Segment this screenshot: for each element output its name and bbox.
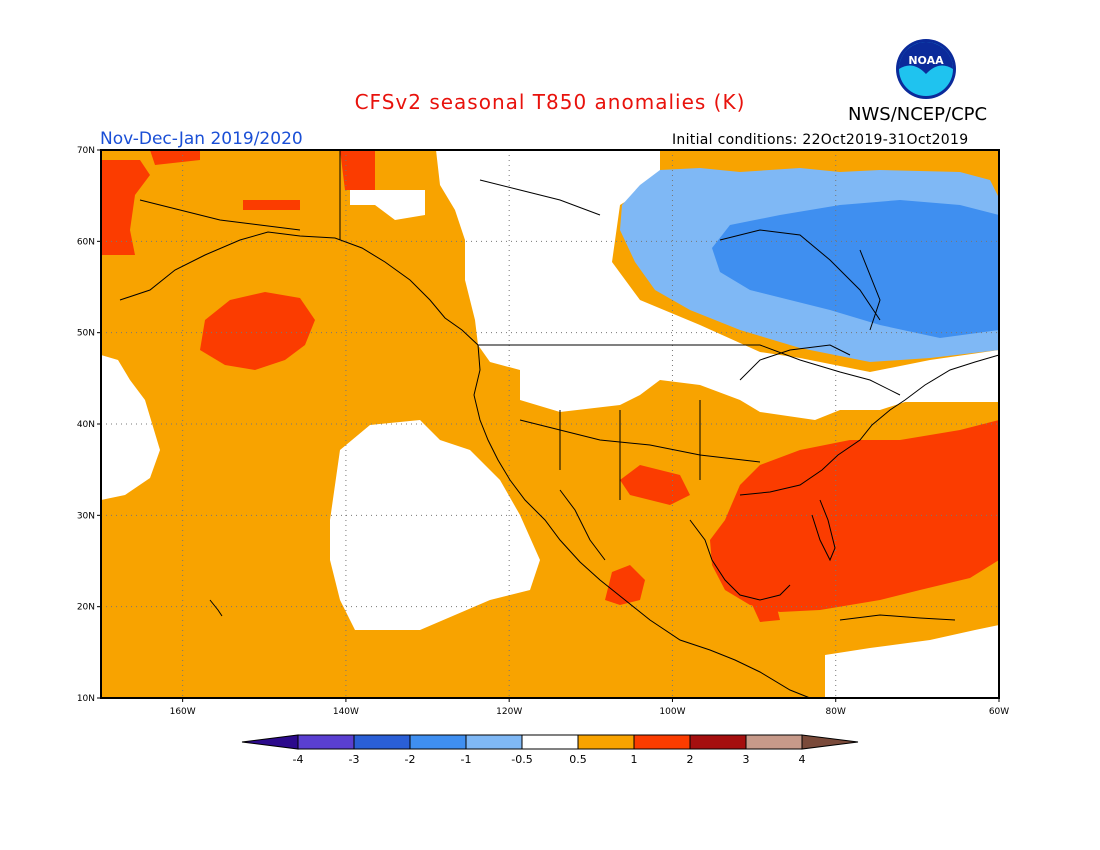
colorbar-box	[689, 734, 747, 750]
colorbar-box	[521, 734, 579, 750]
neutral-region-canada	[436, 150, 999, 420]
coastline-segment	[839, 614, 956, 621]
lat-tick-label: 30N	[77, 511, 95, 521]
coastline-segment	[559, 489, 606, 561]
colorbar-box	[577, 734, 635, 750]
colorbar-label: 1	[631, 753, 638, 766]
colorbar-box	[297, 734, 355, 750]
warm-region-bering	[101, 160, 150, 255]
lon-tick-label: 120W	[496, 707, 522, 717]
warm-region-mexico	[605, 565, 645, 605]
coastlines	[119, 150, 1000, 699]
colorbar-box	[633, 734, 691, 750]
chart-title: CFSv2 seasonal T850 anomalies (K)	[354, 90, 746, 114]
neutral-region-yukon	[350, 190, 425, 220]
colorbar-label: 3	[743, 753, 750, 766]
lon-tick-label: 140W	[333, 707, 359, 717]
colorbar-box	[409, 734, 467, 750]
organization-label: NWS/NCEP/CPC	[848, 104, 988, 125]
colorbar-label: -4	[293, 753, 304, 766]
logo-text: NOAA	[908, 54, 944, 67]
lat-tick-label: 50N	[77, 329, 95, 339]
coastline-segment	[209, 599, 223, 617]
colorbar-label: 0.5	[569, 753, 587, 766]
coastline-segment	[739, 354, 1000, 496]
neutral-region-east-pacific	[330, 420, 540, 630]
warm-region-arctic-2	[340, 150, 375, 190]
colorbar-label: 2	[687, 753, 694, 766]
colorbar-arrow-right	[801, 734, 859, 750]
lat-tick-label: 60N	[77, 237, 95, 247]
colorbar-box	[465, 734, 523, 750]
neutral-region-caribbean	[825, 625, 999, 698]
coastline-segment	[119, 231, 811, 699]
lat-tick-label: 20N	[77, 603, 95, 613]
lat-tick-label: 10N	[77, 694, 95, 704]
coastline-segment	[519, 419, 761, 463]
colorbar-label: -1	[461, 753, 472, 766]
lon-tick-label: 80W	[826, 707, 846, 717]
coastline-segment	[139, 199, 301, 231]
coastline-segment	[479, 179, 601, 216]
warm-region-north-pacific	[200, 292, 315, 370]
neutral-region-west-pacific	[101, 355, 160, 500]
anomaly-fill-layer	[101, 150, 999, 698]
warm-region-southeast	[710, 420, 999, 612]
colorbar-label: 4	[799, 753, 806, 766]
warm-region-arctic-3	[243, 200, 300, 210]
axis-ticks: 70N 60N 50N 40N 30N 20N 10N 160W 140W 120W 100W 80W…	[77, 146, 1009, 717]
coastline-segment	[811, 499, 836, 562]
coastline-segment	[739, 344, 851, 381]
noaa-logo-icon: NOAA	[896, 39, 956, 99]
lon-tick-label: 60W	[989, 707, 1009, 717]
colorbar-box	[745, 734, 803, 750]
coastline-segment	[859, 249, 881, 331]
colorbar-label: -3	[349, 753, 360, 766]
colorbar-box	[353, 734, 411, 750]
coastline-segment	[478, 344, 901, 396]
lon-tick-label: 100W	[659, 707, 685, 717]
initial-conditions: Initial conditions: 22Oct2019-31Oct2019	[672, 132, 969, 148]
forecast-period: Nov-Dec-Jan 2019/2020	[100, 129, 303, 149]
lon-tick-label: 160W	[170, 707, 196, 717]
coastline-segment	[719, 229, 881, 321]
coastline-segment	[689, 519, 791, 601]
colorbar-label: -2	[405, 753, 416, 766]
lat-tick-label: 40N	[77, 420, 95, 430]
warm-region-arctic-1	[150, 150, 200, 165]
cool-region-medium	[712, 200, 999, 338]
lat-tick-label: 70N	[77, 146, 95, 156]
colorbar-arrow-left	[241, 734, 299, 750]
warm-region-yucatan	[750, 600, 780, 622]
colorbar-label: -0.5	[511, 753, 532, 766]
